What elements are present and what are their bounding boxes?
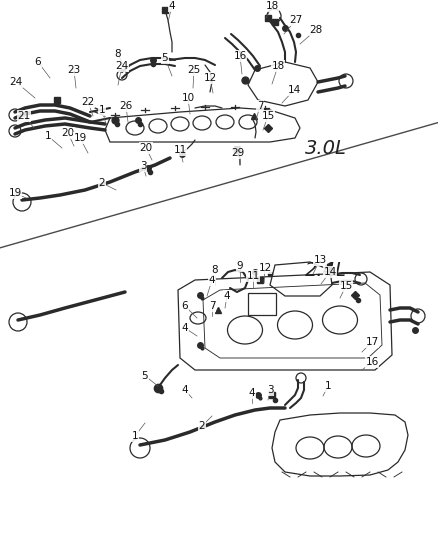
Text: 22: 22 xyxy=(81,97,95,107)
Text: 24: 24 xyxy=(9,77,23,87)
Text: 5: 5 xyxy=(162,53,168,63)
Text: 18: 18 xyxy=(272,61,285,71)
Text: 13: 13 xyxy=(313,255,327,265)
Text: 1: 1 xyxy=(132,431,138,441)
Text: 29: 29 xyxy=(231,148,245,158)
Text: 4: 4 xyxy=(224,291,230,301)
Text: 1: 1 xyxy=(45,131,51,141)
Text: 1: 1 xyxy=(99,105,105,115)
Text: 26: 26 xyxy=(120,101,133,111)
Text: 24: 24 xyxy=(115,61,129,71)
Text: 21: 21 xyxy=(18,111,31,121)
Text: 2.4L: 2.4L xyxy=(305,261,347,279)
Text: 15: 15 xyxy=(339,281,353,291)
Text: 1: 1 xyxy=(325,381,331,391)
Text: 14: 14 xyxy=(323,267,337,277)
Text: 4: 4 xyxy=(169,1,175,11)
Text: 4: 4 xyxy=(208,275,215,285)
Text: 11: 11 xyxy=(246,271,260,281)
Text: 2: 2 xyxy=(199,421,205,431)
Text: 3.0L: 3.0L xyxy=(305,139,347,157)
Text: 17: 17 xyxy=(365,337,378,347)
Text: 18: 18 xyxy=(265,1,279,11)
Text: 15: 15 xyxy=(261,111,275,121)
Text: 16: 16 xyxy=(365,357,378,367)
Text: 3: 3 xyxy=(140,161,146,171)
Text: 23: 23 xyxy=(67,65,81,75)
Text: 2: 2 xyxy=(99,178,105,188)
Text: 10: 10 xyxy=(181,93,194,103)
Text: 12: 12 xyxy=(258,263,272,273)
Text: 19: 19 xyxy=(8,188,21,198)
Text: 11: 11 xyxy=(173,145,187,155)
Text: 27: 27 xyxy=(290,15,303,25)
Text: 5: 5 xyxy=(141,371,148,381)
Text: 4: 4 xyxy=(182,385,188,395)
Text: 25: 25 xyxy=(187,65,201,75)
Text: 7: 7 xyxy=(257,101,263,111)
Text: 6: 6 xyxy=(35,57,41,67)
Text: 12: 12 xyxy=(203,73,217,83)
Text: 4: 4 xyxy=(182,323,188,333)
Text: 20: 20 xyxy=(61,128,74,138)
Text: 4: 4 xyxy=(249,388,255,398)
Text: 8: 8 xyxy=(212,265,218,275)
Text: 28: 28 xyxy=(309,25,323,35)
Text: 14: 14 xyxy=(287,85,300,95)
Text: 19: 19 xyxy=(74,133,87,143)
Text: 20: 20 xyxy=(139,143,152,153)
Text: 6: 6 xyxy=(182,301,188,311)
Text: 16: 16 xyxy=(233,51,247,61)
Text: 9: 9 xyxy=(237,261,244,271)
Text: 3: 3 xyxy=(267,385,273,395)
Text: 7: 7 xyxy=(208,301,215,311)
Text: 8: 8 xyxy=(115,49,121,59)
